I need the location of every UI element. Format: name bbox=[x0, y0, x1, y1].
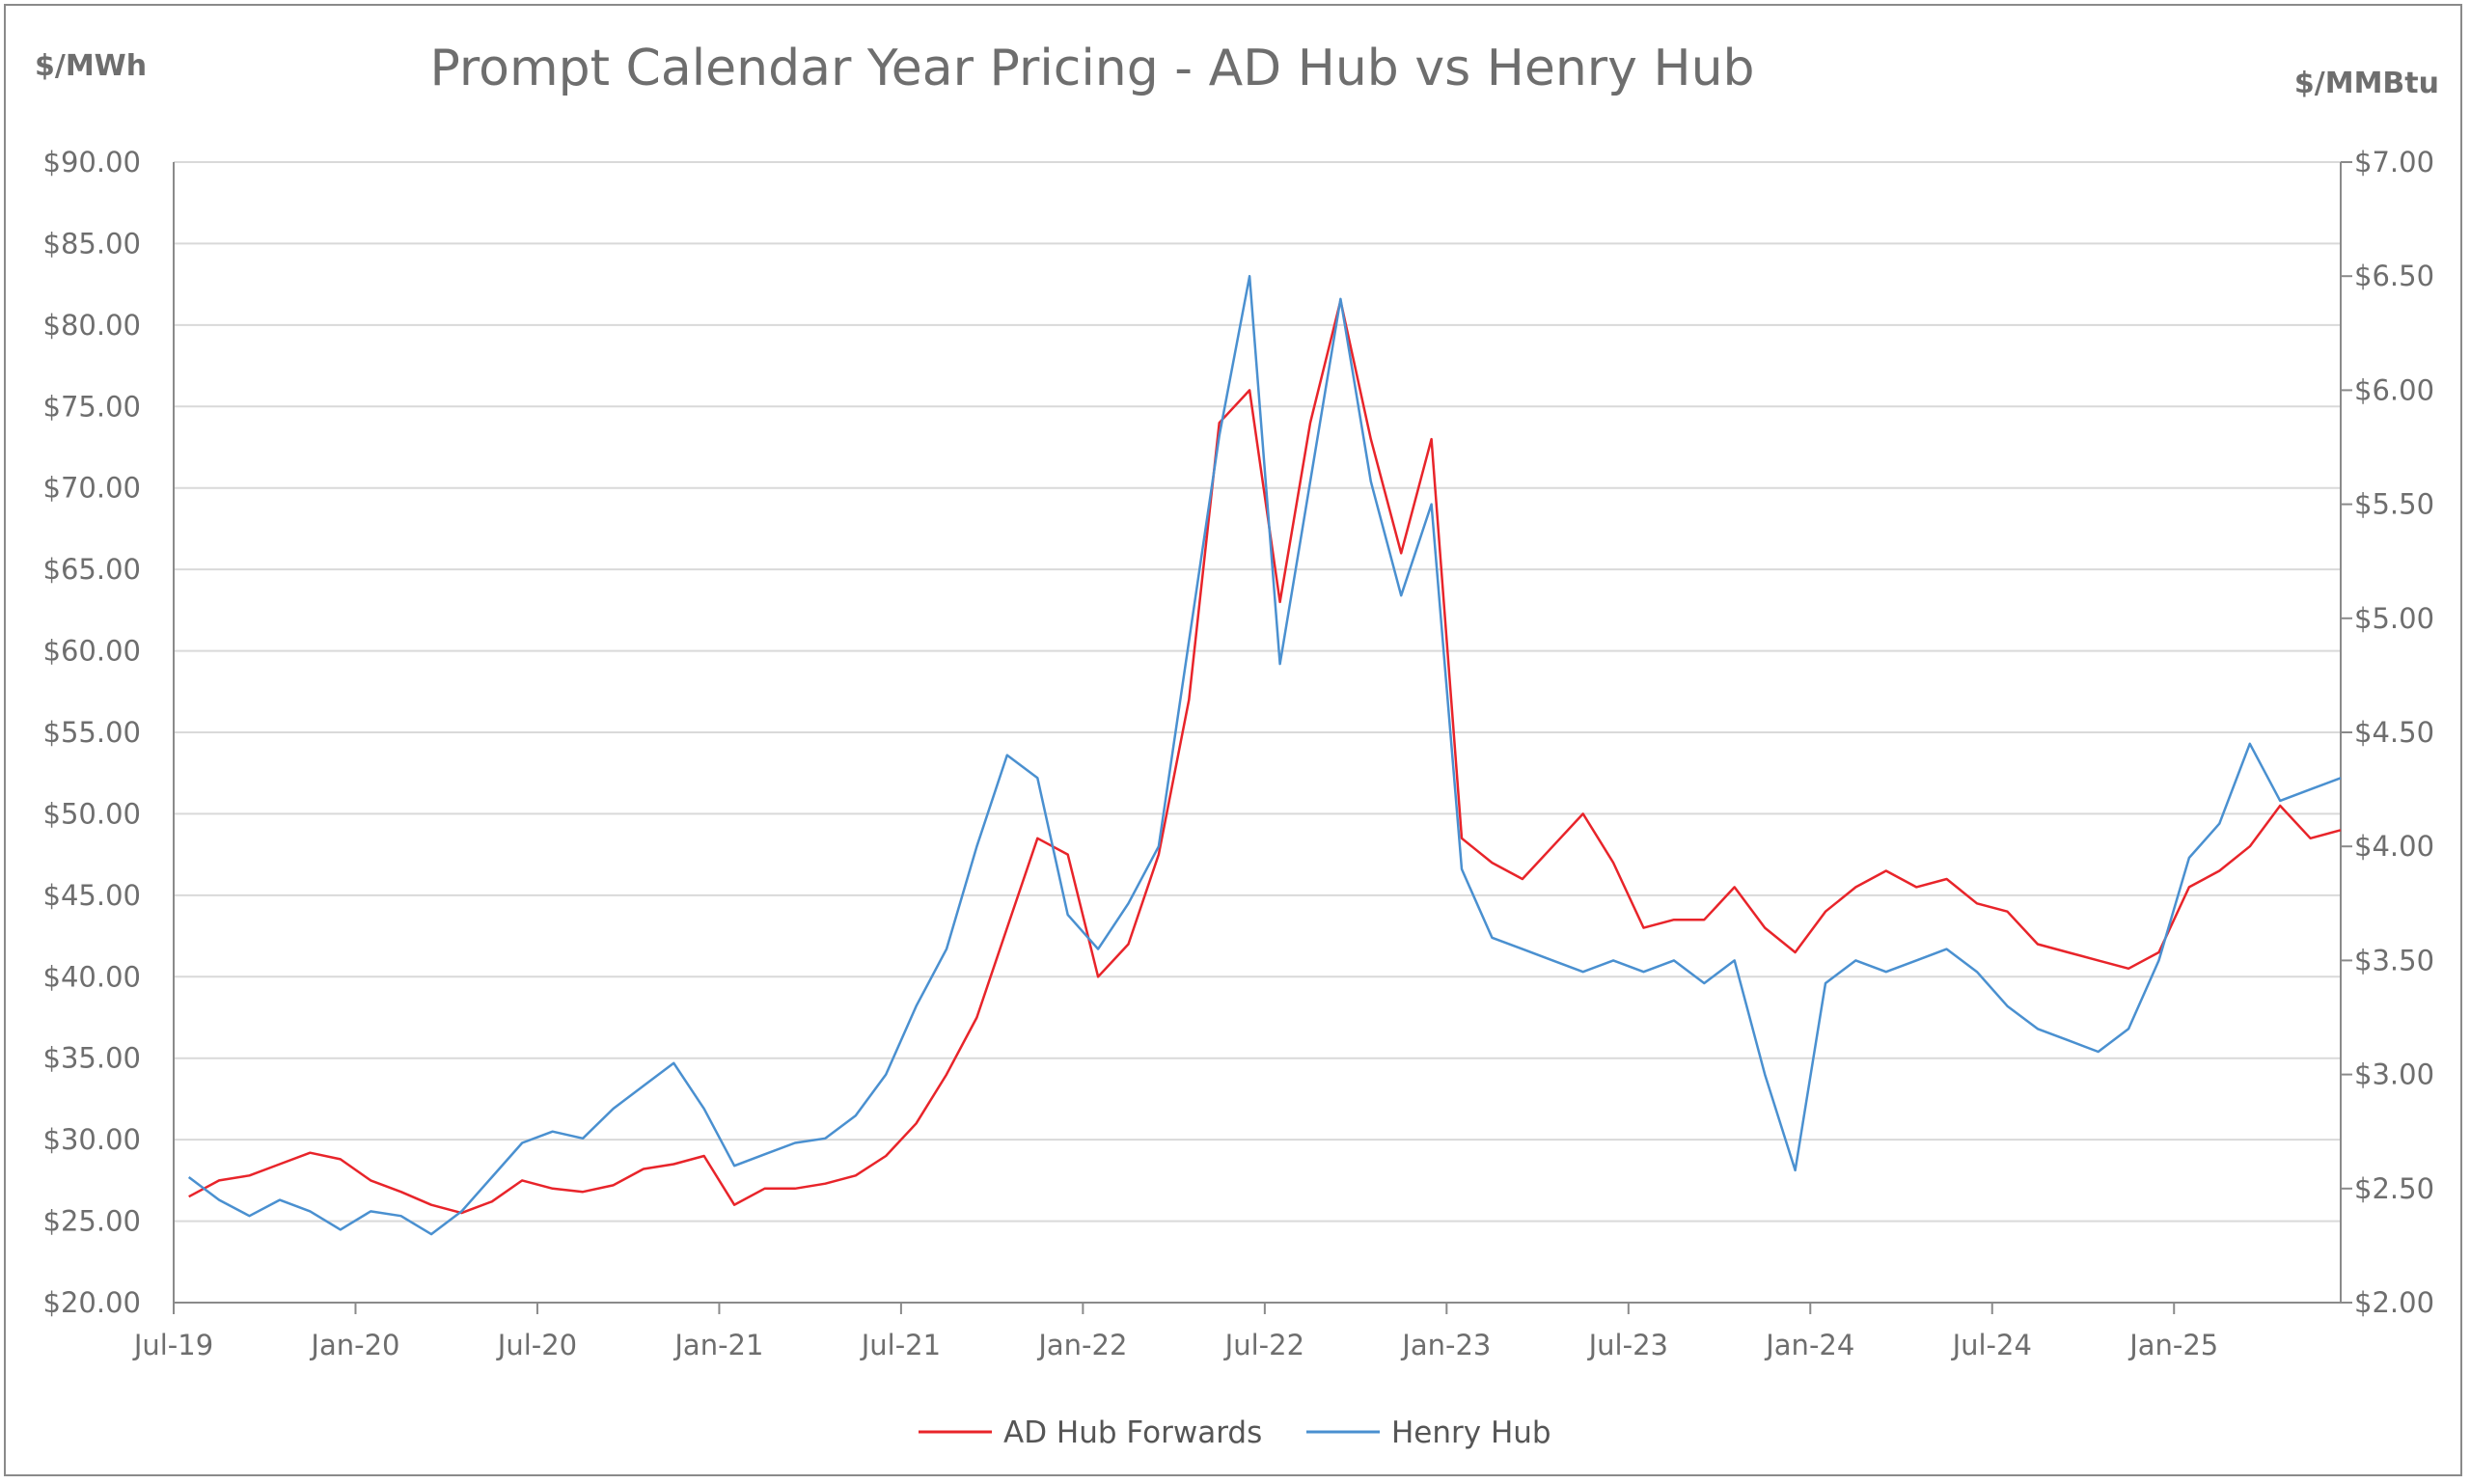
y-right-tick-label: $2.00 bbox=[2354, 1286, 2434, 1319]
y-right-tick-label: $6.50 bbox=[2354, 260, 2434, 292]
right-axis-unit: $/MMBtu bbox=[2294, 67, 2439, 100]
x-tick-label: Jan-25 bbox=[2127, 1329, 2218, 1361]
y-left-tick-label: $75.00 bbox=[43, 390, 141, 423]
y-left-tick-label: $40.00 bbox=[43, 960, 141, 993]
y-left-tick-label: $80.00 bbox=[43, 309, 141, 342]
legend-entry: Henry Hub bbox=[1391, 1415, 1551, 1450]
chart-frame bbox=[4, 4, 2462, 1476]
gridlines bbox=[174, 161, 2341, 1223]
y-right-tick-label: $3.00 bbox=[2354, 1058, 2434, 1091]
y-left-tick-label: $20.00 bbox=[43, 1286, 141, 1319]
x-tick-label: Jul-19 bbox=[132, 1329, 213, 1361]
y-right-tick-label: $7.00 bbox=[2354, 146, 2434, 179]
x-tick-label: Jan-24 bbox=[1764, 1329, 1854, 1361]
y-left-tick-label: $55.00 bbox=[43, 716, 141, 749]
y-left-tick-label: $45.00 bbox=[43, 879, 141, 912]
x-tick-label: Jan-21 bbox=[672, 1329, 763, 1361]
series-line-henry-hub bbox=[187, 274, 2342, 1236]
y-right-tick-label: $4.00 bbox=[2354, 830, 2434, 863]
y-left-tick-label: $85.00 bbox=[43, 227, 141, 260]
y-right-tick-label: $5.00 bbox=[2354, 602, 2434, 635]
y-left-tick-label: $35.00 bbox=[43, 1042, 141, 1075]
x-tick-label: Jul-23 bbox=[1587, 1329, 1668, 1361]
legend: AD Hub Forwards Henry Hub bbox=[919, 1415, 1551, 1450]
x-tick-label: Jul-20 bbox=[496, 1329, 577, 1361]
y-left-tick-label: $30.00 bbox=[43, 1123, 141, 1156]
y-right-tick-label: $2.50 bbox=[2354, 1172, 2434, 1205]
y-left-tick-label: $65.00 bbox=[43, 553, 141, 586]
y-left-tick-label: $50.00 bbox=[43, 797, 141, 830]
series-lines bbox=[187, 274, 2342, 1236]
y-left-tick-label: $90.00 bbox=[43, 146, 141, 179]
y-left-tick-label: $60.00 bbox=[43, 635, 141, 668]
y-right-tick-label: $5.50 bbox=[2354, 488, 2434, 521]
y-left-tick-label: $70.00 bbox=[43, 472, 141, 505]
y-left-tick-label: $25.00 bbox=[43, 1205, 141, 1238]
y-right-tick-label: $4.50 bbox=[2354, 716, 2434, 749]
axes: $20.00 $25.00 $30.00 $35.00 $40.00 $45.00 $50.… bbox=[43, 146, 2435, 1361]
y-right-tick-label: $6.00 bbox=[2354, 373, 2434, 406]
x-tick-label: Jul-22 bbox=[1223, 1329, 1304, 1361]
x-tick-label: Jan-23 bbox=[1400, 1329, 1491, 1361]
series-line-ad-hub-forwards bbox=[188, 299, 2342, 1215]
x-tick-label: Jan-20 bbox=[309, 1329, 399, 1361]
x-tick-label: Jul-21 bbox=[860, 1329, 941, 1361]
legend-entry: AD Hub Forwards bbox=[1003, 1415, 1262, 1450]
y-right-tick-label: $3.50 bbox=[2354, 944, 2434, 976]
left-axis-unit: $/MWh bbox=[35, 49, 147, 83]
x-tick-label: Jan-22 bbox=[1036, 1329, 1127, 1361]
chart-title: Prompt Calendar Year Pricing - AD Hub vs… bbox=[429, 40, 1754, 97]
x-tick-label: Jul-24 bbox=[1951, 1329, 2032, 1361]
